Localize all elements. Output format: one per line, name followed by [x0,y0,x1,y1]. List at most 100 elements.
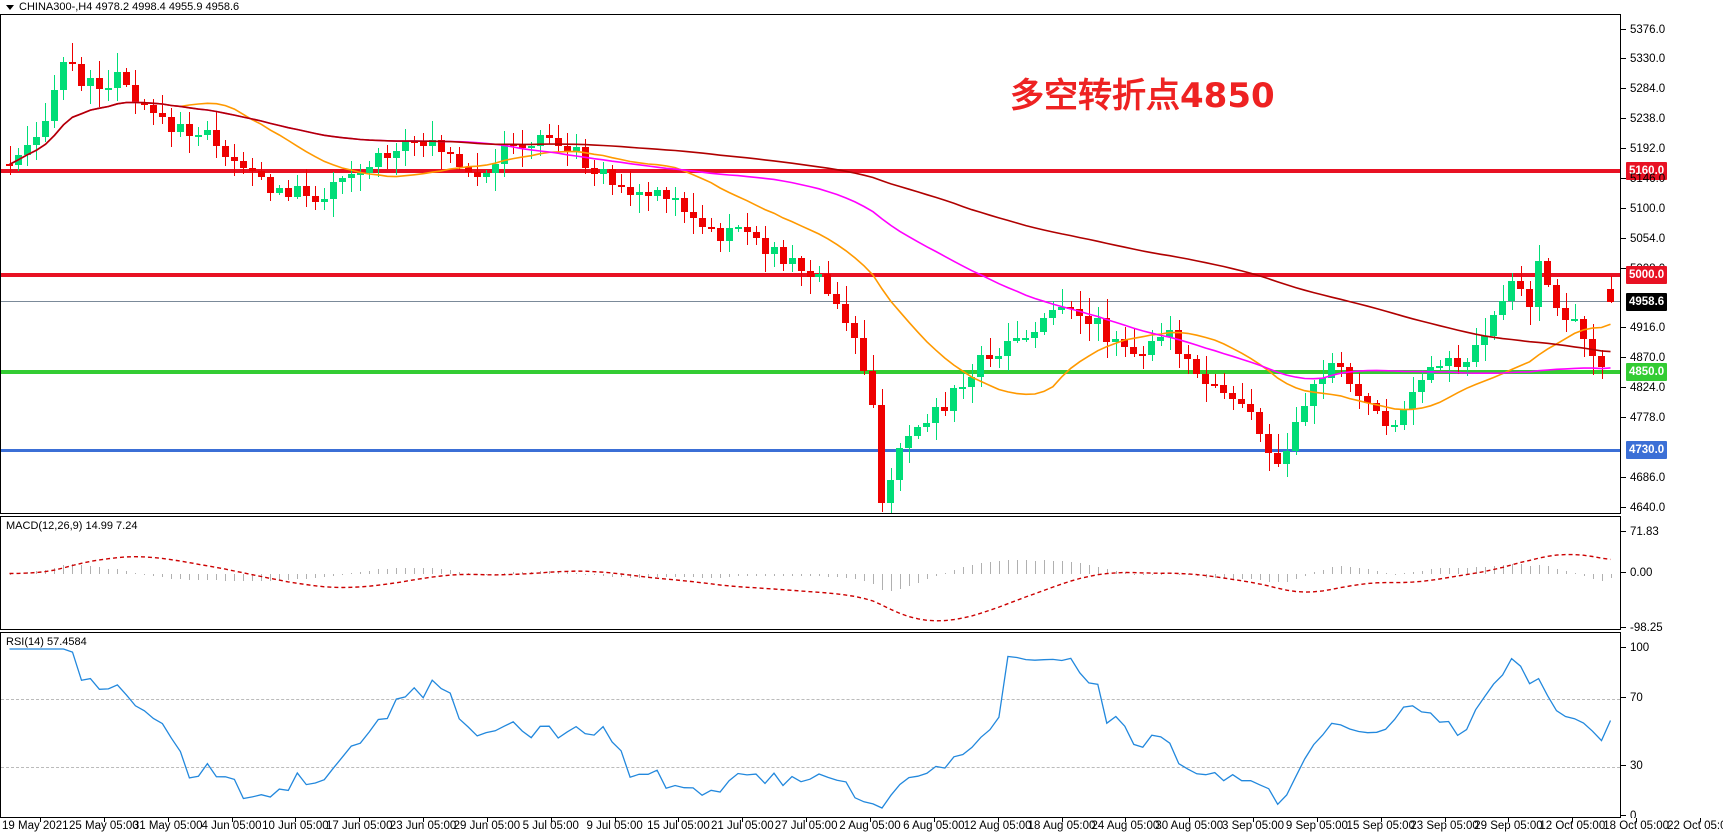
time-tick-label: 4 Jun 05:00 [201,820,262,832]
candle-body [455,153,463,167]
ma-line-ma-slow [9,101,1611,353]
candle-wick [108,70,110,102]
candle-body [572,146,580,151]
chart-annotation-label: 多空转折点4850 [1010,76,1275,116]
candle-wick [90,70,92,104]
time-tick-mark [933,818,935,822]
macd-histogram-bar [648,573,650,578]
candle-body [32,136,40,145]
macd-histogram-bar [468,572,470,574]
time-scale[interactable]: 19 May 2021 25 May 05:00 31 May 05:00 4 Jun… [0,818,1723,837]
macd-histogram-bar [621,573,623,578]
time-tick-mark [231,818,233,822]
macd-histogram-bar [1313,572,1315,574]
candle-body [662,190,670,199]
macd-histogram-bar [72,563,74,574]
time-tick-mark [1253,818,1255,822]
candle-body [266,177,274,193]
macd-pane[interactable]: MACD(12,26,9) 14.99 7.24 [0,516,1621,630]
candle-body [788,258,796,264]
candle-body [275,187,283,193]
candle-body [1373,403,1381,411]
candle-body [653,190,661,196]
macd-histogram-bar [171,573,173,579]
time-tick-mark [1444,818,1446,822]
macd-histogram-bar [720,573,722,579]
macd-histogram-bar [1286,573,1288,582]
candle-wick [1142,345,1144,370]
rsi-scale[interactable]: 100 70 30 0 [1621,632,1721,822]
level-line-current-price-4958[interactable] [1,301,1620,303]
candle-wick [962,373,964,399]
rsi-plot-area[interactable] [1,633,1620,817]
price-plot-area[interactable] [1,15,1620,513]
time-tick-label: 24 Aug 05:00 [1091,820,1160,832]
macd-signal-line [9,553,1611,622]
candle-body [428,139,436,147]
candle-body [392,150,400,158]
moving-average-overlay [9,101,1611,411]
tick-mark [1621,237,1626,239]
level-line-support-4730[interactable] [1,448,1620,452]
candle-body [446,151,454,154]
price-scale[interactable]: 5376.0 5330.0 5284.0 5238.0 5192.0 5160.0 5146… [1621,14,1721,514]
macd-plot-area[interactable] [1,517,1620,629]
macd-histogram-bar [1124,572,1126,574]
macd-histogram-bar [854,573,856,580]
time-tick-mark [742,818,744,822]
candle-body [194,135,202,138]
price-tick-label: 4870.0 [1630,352,1666,365]
candle-body [878,404,886,504]
candle-body [536,134,544,146]
candle-body [644,192,652,196]
ma-line-ma-mid [9,101,1611,380]
candle-body [1085,316,1093,324]
rsi-level-30 [1,766,1620,768]
macd-histogram-bar [872,573,874,584]
candle-body [554,138,562,146]
candle-body [221,145,229,158]
candle-wick [450,146,452,163]
level-line-resistance-5160[interactable] [1,168,1620,173]
price-tick-label: 4640.0 [1630,501,1666,514]
rsi-pane[interactable]: RSI(14) 57.4584 [0,632,1621,818]
macd-histogram-bar [684,573,686,578]
candle-body [149,105,157,113]
candle-wick [342,175,344,195]
macd-histogram-bar [810,573,811,577]
candle-body [1400,408,1408,425]
candle-body [752,232,760,239]
level-line-pivot-4850[interactable] [1,370,1620,375]
candle-body [230,157,238,161]
macd-scale[interactable]: 71.83 0.00 -98.25 [1621,516,1721,634]
candle-body [167,116,175,132]
macd-histogram-bar [1034,560,1036,574]
macd-histogram-bar [351,572,353,574]
macd-histogram-bar [1268,573,1270,582]
macd-histogram-bar [1043,560,1045,574]
macd-histogram-bar [1322,569,1324,574]
candle-body [1292,422,1300,452]
caret-down-icon[interactable] [6,4,14,10]
candle-body [860,338,868,371]
candle-wick [1133,328,1135,357]
candle-body [1139,354,1147,357]
macd-histogram-bar [1214,573,1216,579]
candle-body [959,386,967,389]
time-tick-label: 12 Aug 05:00 [963,820,1032,832]
candle-body [1175,330,1183,355]
time-tick-mark [1636,818,1638,822]
macd-histogram-bar [369,570,371,574]
time-tick-label: 15 Sep 05:00 [1346,820,1415,832]
candle-body [401,140,409,151]
macd-histogram-bar [801,573,802,577]
candle-wick [261,161,263,181]
candle-body [338,178,346,183]
macd-histogram-bar [1223,573,1225,579]
candle-body [491,164,499,173]
macd-histogram-bar [360,571,362,574]
macd-histogram-bar [1601,573,1603,581]
price-pane[interactable] [0,14,1621,514]
candle-body [680,197,688,213]
macd-histogram-bar [108,568,110,574]
